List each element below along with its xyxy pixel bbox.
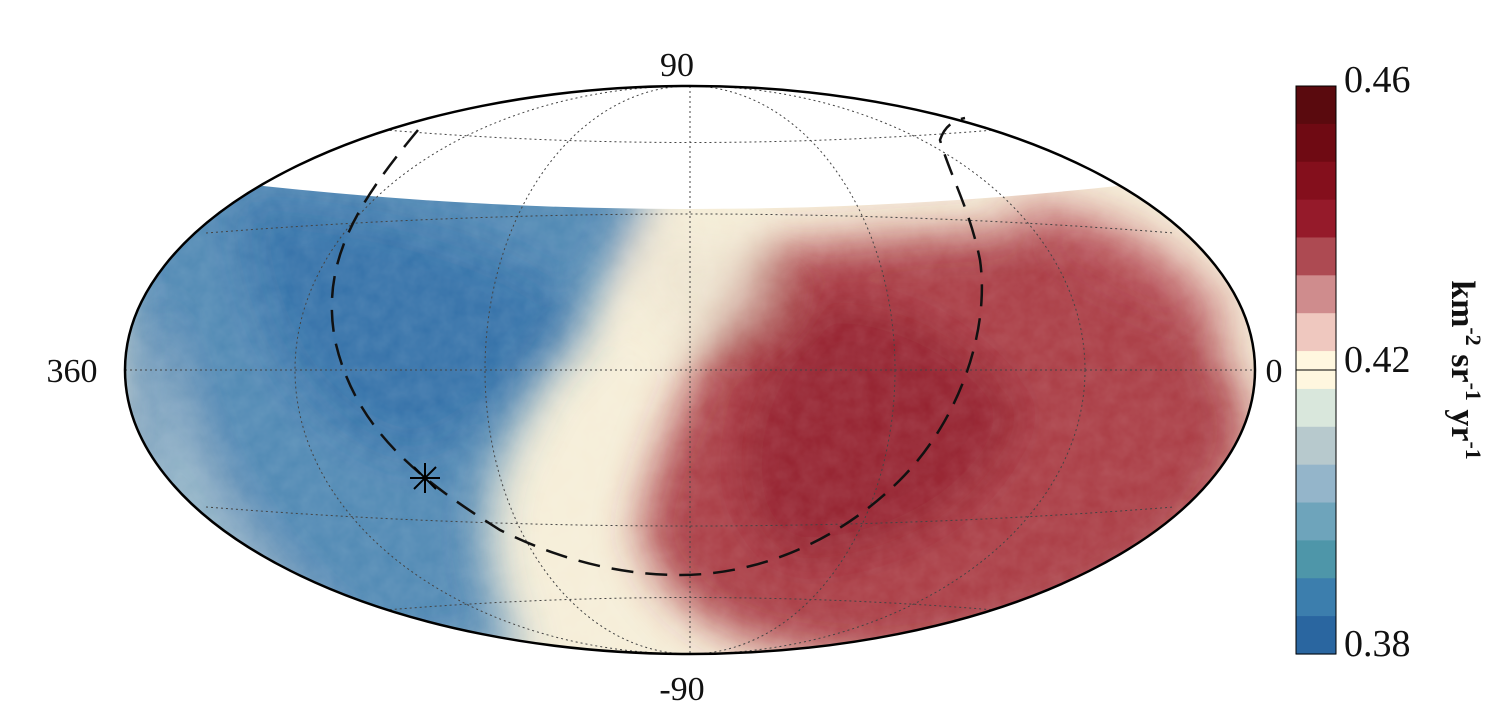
colorbar-segment bbox=[1296, 502, 1336, 541]
colorbar-segment bbox=[1296, 426, 1336, 466]
lat-bottom-label: -90 bbox=[659, 671, 704, 708]
colorbar-segment bbox=[1296, 616, 1336, 655]
colorbar-segment bbox=[1296, 237, 1336, 276]
lon-right-label: 0 bbox=[1266, 353, 1283, 390]
colorbar-tick-top: 0.46 bbox=[1344, 59, 1411, 101]
colorbar-segment bbox=[1296, 161, 1336, 201]
graticule-grid bbox=[125, 86, 1255, 654]
colorbar-segment bbox=[1296, 388, 1336, 428]
colorbar-segment bbox=[1296, 540, 1336, 579]
colorbar-segment bbox=[1296, 199, 1336, 239]
colorbar-segment bbox=[1296, 313, 1336, 352]
colorbar-segment bbox=[1296, 464, 1336, 504]
lon-left-label: 360 bbox=[47, 353, 98, 390]
map-boundary bbox=[123, 84, 1257, 656]
colorbar-segment bbox=[1296, 578, 1336, 617]
lat-top-label: 90 bbox=[660, 47, 694, 84]
colorbar-tick-mid: 0.42 bbox=[1344, 339, 1411, 381]
colorbar-segment bbox=[1296, 275, 1336, 314]
dashed-outline bbox=[330, 116, 984, 577]
colorbar-segment bbox=[1296, 86, 1336, 125]
colorbar-tick-bottom: 0.38 bbox=[1344, 623, 1411, 665]
colorbar-unit-label: km-2 sr-1 yr-1 bbox=[1444, 280, 1486, 460]
asterisk-marker bbox=[410, 463, 440, 493]
colorbar-segment bbox=[1296, 123, 1336, 163]
